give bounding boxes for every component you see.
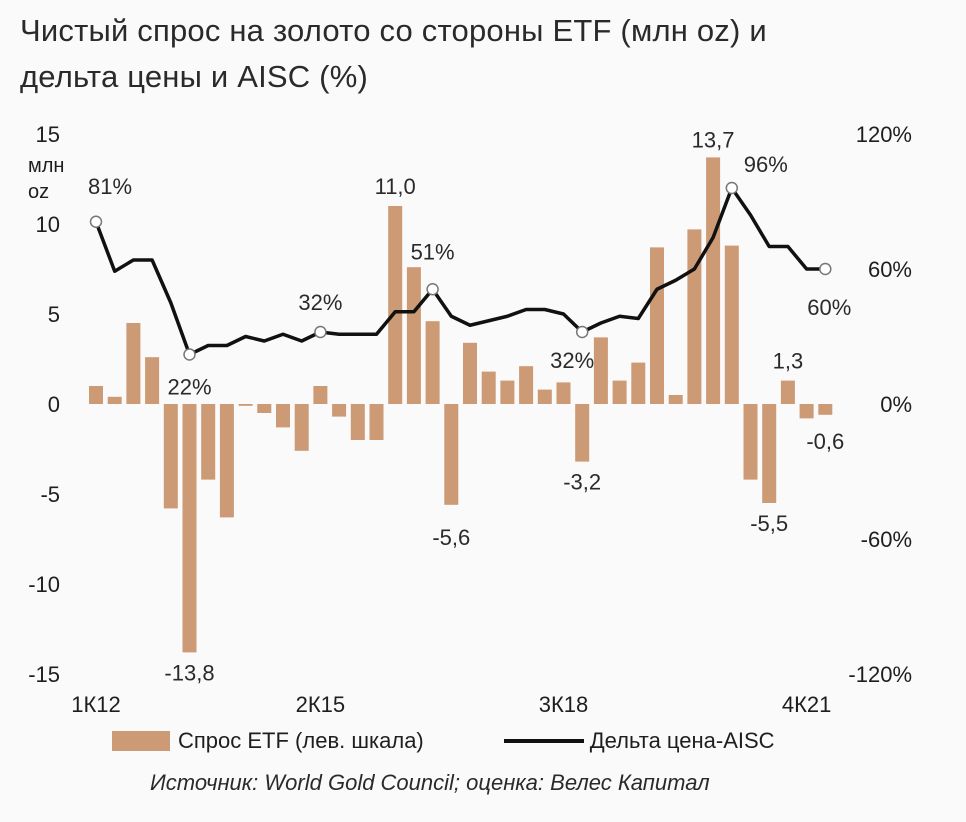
x-tick-label: 1К12 bbox=[71, 692, 121, 717]
etf-demand-bar bbox=[612, 380, 627, 404]
data-label: 11,0 bbox=[375, 174, 416, 199]
etf-demand-bar bbox=[107, 396, 122, 404]
etf-demand-bar bbox=[350, 404, 365, 440]
data-label: 60% bbox=[807, 295, 851, 320]
left-tick-label: -5 bbox=[40, 482, 60, 507]
etf-demand-bar bbox=[145, 357, 160, 404]
chart-title: Чистый спрос на золото со стороны ETF (м… bbox=[20, 8, 950, 100]
etf-demand-bar bbox=[575, 404, 590, 462]
etf-demand-bar bbox=[126, 323, 141, 404]
etf-demand-bar bbox=[388, 206, 403, 404]
etf-demand-bar bbox=[762, 404, 777, 503]
line-point-marker bbox=[89, 215, 103, 228]
etf-demand-bar bbox=[706, 157, 721, 404]
price-aisc-delta-line bbox=[94, 186, 826, 357]
etf-demand-bar bbox=[89, 386, 103, 404]
etf-demand-bar bbox=[724, 245, 739, 404]
left-tick-label: -15 bbox=[28, 662, 60, 687]
etf-demand-bar bbox=[799, 404, 814, 419]
right-tick-label: 120% bbox=[856, 122, 912, 147]
title-line-2: дельта цены и AISC (%) bbox=[20, 59, 368, 94]
etf-demand-bar bbox=[201, 404, 216, 480]
data-label: 22% bbox=[167, 375, 211, 400]
left-tick-label: 10 bbox=[36, 212, 60, 237]
etf-demand-bar bbox=[818, 404, 833, 415]
data-label: -5,5 bbox=[750, 511, 788, 536]
left-tick-label: 15 bbox=[36, 122, 60, 147]
etf-demand-bar bbox=[743, 404, 758, 480]
left-axis-unit: oz bbox=[28, 181, 49, 203]
line-point-marker bbox=[314, 325, 327, 339]
source-note: Источник: World Gold Council; оценка: Ве… bbox=[150, 770, 710, 795]
data-label: 13,7 bbox=[692, 127, 735, 152]
left-tick-label: -10 bbox=[28, 572, 60, 597]
etf-demand-bar bbox=[182, 404, 197, 653]
data-label: 81% bbox=[88, 174, 132, 199]
x-tick-label: 2К15 bbox=[296, 692, 346, 717]
etf-demand-bar bbox=[313, 386, 328, 404]
etf-demand-bar bbox=[556, 382, 571, 404]
left-tick-label: 0 bbox=[48, 392, 60, 417]
right-tick-label: 60% bbox=[868, 257, 912, 282]
left-tick-label: 5 bbox=[48, 302, 60, 327]
etf-demand-bar bbox=[163, 404, 178, 509]
data-label: 96% bbox=[744, 152, 788, 177]
etf-demand-bar bbox=[294, 404, 309, 451]
data-label: -13,8 bbox=[164, 660, 214, 685]
etf-demand-bar bbox=[369, 404, 384, 440]
etf-demand-bar bbox=[780, 380, 795, 404]
data-label: 51% bbox=[411, 239, 455, 264]
legend-bar-label: Спрос ETF (лев. шкала) bbox=[178, 728, 424, 753]
right-tick-label: 0% bbox=[880, 392, 912, 417]
line-point-marker bbox=[819, 262, 832, 276]
etf-demand-bar bbox=[276, 404, 290, 428]
right-tick-label: -60% bbox=[861, 527, 912, 552]
data-label: -0,6 bbox=[806, 429, 844, 454]
legend-line-label: Дельта цена-AISC bbox=[589, 728, 775, 753]
etf-demand-bar bbox=[257, 404, 272, 413]
legend: Спрос ETF (лев. шкала) Дельта цена-AISC bbox=[112, 728, 775, 754]
etf-demand-bar bbox=[463, 342, 477, 404]
etf-demand-bar bbox=[481, 371, 496, 404]
title-line-1: Чистый спрос на золото со стороны ETF (м… bbox=[20, 13, 767, 48]
data-label: 32% bbox=[550, 348, 594, 373]
data-label: -3,2 bbox=[563, 470, 601, 495]
etf-demand-bar bbox=[406, 267, 421, 404]
etf-demand-bar bbox=[219, 404, 234, 518]
right-tick-label: -120% bbox=[848, 662, 912, 687]
data-label: 1,3 bbox=[773, 349, 804, 374]
legend-line-swatch bbox=[503, 739, 584, 743]
etf-demand-bar bbox=[687, 229, 702, 404]
line-point-marker bbox=[426, 283, 439, 296]
etf-demand-bar bbox=[519, 366, 534, 404]
line-point-marker bbox=[183, 348, 196, 361]
etf-demand-bar bbox=[332, 404, 347, 417]
etf-demand-bar bbox=[631, 362, 646, 404]
data-label: 32% bbox=[298, 290, 342, 315]
line-point-marker bbox=[725, 181, 739, 195]
data-label: -5,6 bbox=[432, 525, 470, 550]
line-point-marker bbox=[575, 325, 589, 339]
etf-demand-bar bbox=[425, 321, 440, 404]
x-tick-label: 4К21 bbox=[782, 692, 832, 717]
etf-demand-bar bbox=[537, 389, 552, 404]
x-tick-label: 3К18 bbox=[539, 692, 589, 717]
etf-demand-bar bbox=[668, 395, 683, 404]
etf-demand-bar bbox=[650, 247, 664, 404]
etf-demand-bar bbox=[500, 380, 515, 404]
left-axis-unit: млн bbox=[28, 155, 64, 177]
etf-demand-bar bbox=[593, 337, 608, 404]
etf-demand-bar bbox=[238, 404, 253, 406]
legend-bar-swatch bbox=[112, 731, 170, 751]
etf-demand-bar bbox=[444, 404, 459, 505]
